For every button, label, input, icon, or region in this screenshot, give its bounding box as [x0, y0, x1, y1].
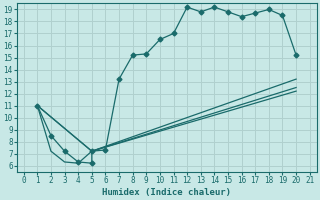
X-axis label: Humidex (Indice chaleur): Humidex (Indice chaleur) — [102, 188, 231, 197]
